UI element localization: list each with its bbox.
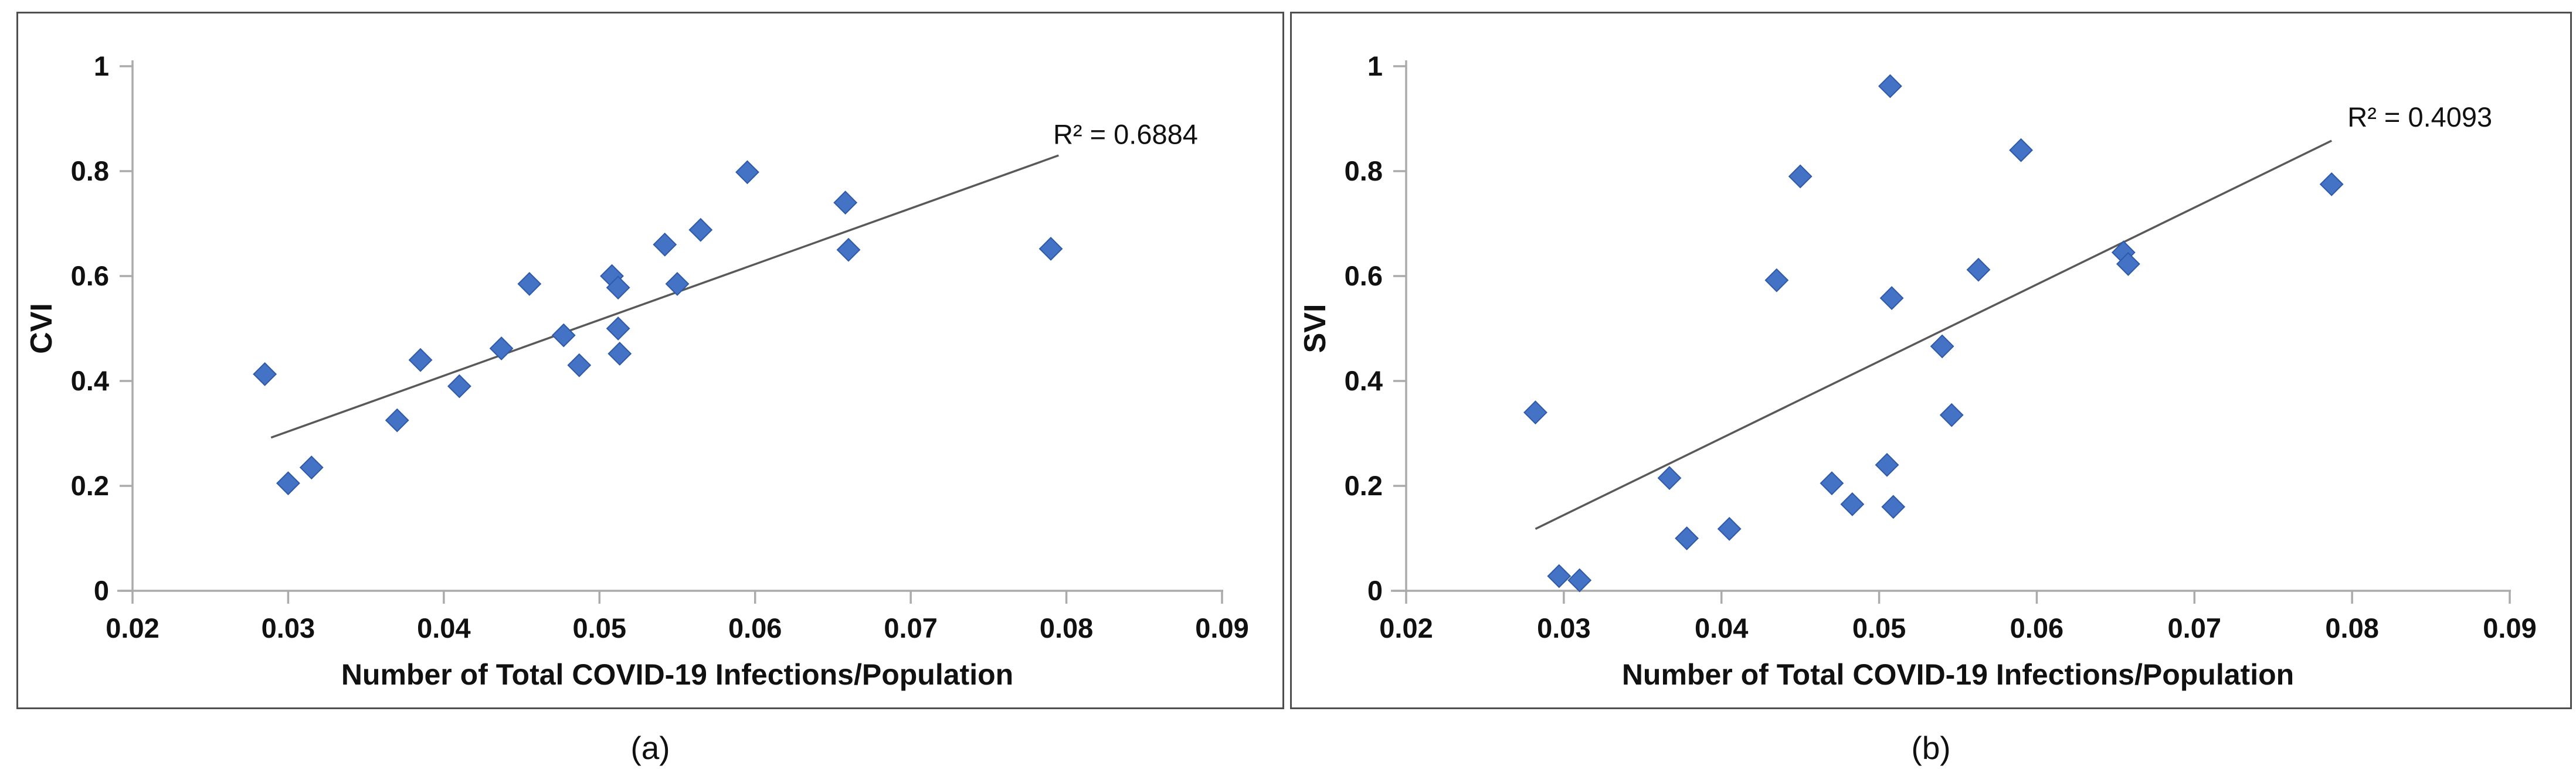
chart-b: 0.02 0.03 0.04 0.05 0.06 0.07 0.08 0.09 0 0.2 0.4 0… xyxy=(1298,50,2537,691)
panel-a: 0.02 0.03 0.04 0.05 0.06 0.07 0.08 0.09 0 0.2 0.4 0… xyxy=(16,12,1284,709)
y-tick-label: 1 xyxy=(1367,50,1383,81)
x-tick-label: 0.09 xyxy=(1195,612,1248,644)
x-tick-label: 0.03 xyxy=(1537,612,1590,644)
x-tick-label: 0.04 xyxy=(417,612,470,644)
data-point-diamond xyxy=(1939,403,1964,427)
x-tick-label: 0.04 xyxy=(1695,612,1748,644)
y-tick-label: 0.2 xyxy=(71,470,109,501)
data-point-diamond xyxy=(2319,172,2344,196)
data-point-diamond xyxy=(653,232,677,257)
y-tick-label: 0 xyxy=(1367,575,1383,606)
r-squared-label: R² = 0.4093 xyxy=(2347,101,2492,132)
data-point-diamond xyxy=(1881,495,1906,519)
y-axis-title: CVI xyxy=(25,303,59,354)
y-tick-label: 0.6 xyxy=(1345,260,1383,291)
data-point-diamond xyxy=(567,353,592,377)
trendline xyxy=(270,154,1059,439)
data-point-diamond xyxy=(1038,237,1063,261)
x-tick-label: 0.08 xyxy=(1040,612,1093,644)
data-point-diamond xyxy=(2116,252,2140,276)
data-point-diamond xyxy=(607,342,632,366)
caption-a: (a) xyxy=(630,730,670,766)
x-tick-label: 0.08 xyxy=(2325,612,2378,644)
data-point-diamond xyxy=(253,362,277,386)
y-tick-label: 0.4 xyxy=(1345,365,1383,396)
data-point-diamond xyxy=(606,316,630,341)
data-point-diamond xyxy=(408,348,433,372)
x-tick-label: 0.05 xyxy=(1852,612,1906,644)
data-point-diamond xyxy=(1567,568,1592,593)
data-point-diamond xyxy=(1930,334,1954,359)
x-axis-title: Number of Total COVID-19 Infections/Popu… xyxy=(1622,658,2294,691)
data-point-diamond xyxy=(1820,471,1844,495)
r-squared-label: R² = 0.6884 xyxy=(1053,118,1198,149)
data-point-diamond xyxy=(1875,452,1899,477)
panel-b: 0.02 0.03 0.04 0.05 0.06 0.07 0.08 0.09 0 0.2 0.4 0… xyxy=(1290,12,2572,709)
data-point-diamond xyxy=(1657,466,1682,490)
data-point-diamond xyxy=(299,455,324,480)
data-point-diamond xyxy=(665,272,690,296)
x-axis-title: Number of Total COVID-19 Infections/Popu… xyxy=(341,658,1013,691)
data-point-diamond xyxy=(276,471,300,495)
data-point-diamond xyxy=(1879,286,1904,311)
data-point-diamond xyxy=(688,217,713,242)
x-tick-label: 0.07 xyxy=(884,612,937,644)
data-point-diamond xyxy=(1966,257,1991,282)
data-point-diamond xyxy=(836,237,861,262)
data-point-diamond xyxy=(606,275,630,300)
x-tick-label: 0.06 xyxy=(2010,612,2063,644)
data-point-diamond xyxy=(1717,516,1742,541)
x-tick-label: 0.03 xyxy=(262,612,315,644)
data-point-diamond xyxy=(517,272,542,296)
y-tick-label: 0.8 xyxy=(1345,155,1383,186)
data-point-diamond xyxy=(1547,564,1572,588)
y-tick-label: 0.8 xyxy=(71,155,109,186)
x-tick-label: 0.07 xyxy=(2168,612,2221,644)
data-point-diamond xyxy=(551,323,576,348)
data-point-diamond xyxy=(489,336,514,360)
data-point-diamond xyxy=(1523,400,1547,425)
x-tick-label: 0.06 xyxy=(728,612,782,644)
data-point-diamond xyxy=(1878,74,1902,98)
x-tick-label: 0.05 xyxy=(573,612,626,644)
data-point-diamond xyxy=(833,190,858,215)
y-axis-title: SVI xyxy=(1298,304,1332,353)
x-tick-label: 0.02 xyxy=(106,612,159,644)
data-point-diamond xyxy=(1764,268,1789,292)
y-tick-label: 0 xyxy=(94,575,109,606)
data-point-diamond xyxy=(1675,526,1699,550)
x-tick-label: 0.02 xyxy=(1379,612,1433,644)
data-point-diamond xyxy=(2009,138,2033,162)
chart-a: 0.02 0.03 0.04 0.05 0.06 0.07 0.08 0.09 0 0.2 0.4 0… xyxy=(25,50,1249,691)
data-point-diamond xyxy=(735,160,759,185)
data-point-diamond xyxy=(385,408,409,433)
y-tick-label: 0.2 xyxy=(1345,470,1383,501)
y-tick-label: 0.4 xyxy=(71,365,109,396)
trendline xyxy=(1535,139,2332,530)
x-tick-label: 0.09 xyxy=(2483,612,2536,644)
y-tick-label: 1 xyxy=(94,50,109,81)
data-point-diamond xyxy=(1788,164,1813,189)
data-point-diamond xyxy=(447,374,471,399)
caption-b: (b) xyxy=(1911,730,1951,766)
data-point-diamond xyxy=(1840,492,1865,516)
y-tick-label: 0.6 xyxy=(71,260,109,291)
